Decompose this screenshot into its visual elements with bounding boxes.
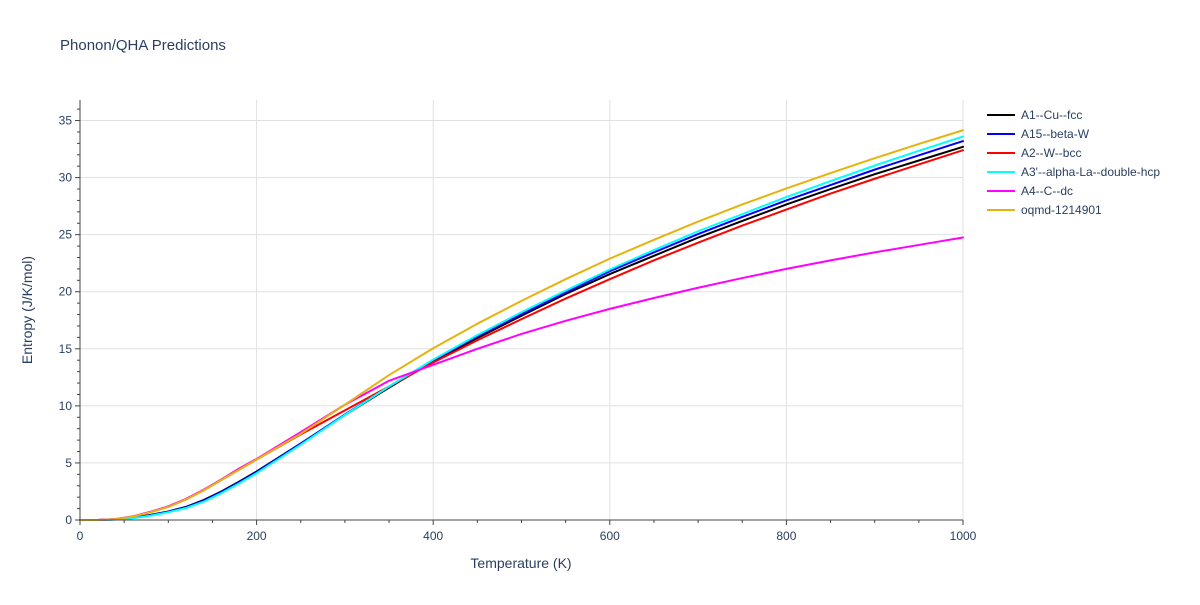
y-tick-label: 20 <box>59 285 73 299</box>
series-line-6[interactable] <box>79 129 964 521</box>
chart-title: Phonon/QHA Predictions <box>60 37 226 54</box>
x-tick-label: 800 <box>776 529 796 543</box>
y-tick-label: 15 <box>59 342 73 356</box>
legend-item[interactable]: oqmd-1214901 <box>987 203 1102 217</box>
legend-item[interactable]: A1--Cu--fcc <box>987 108 1082 122</box>
y-axis-title: Entropy (J/K/mol) <box>19 256 35 364</box>
axes: 0 200 400 600 800 1000 0 5 10 15 20 25 30 35 <box>59 100 977 543</box>
y-tick-label: 10 <box>59 399 73 413</box>
legend-item[interactable]: A15--beta-W <box>987 127 1090 141</box>
x-tick-label: 200 <box>247 529 267 543</box>
y-tick-label: 5 <box>65 456 72 470</box>
x-tick-label: 1000 <box>950 529 977 543</box>
x-axis-title: Temperature (K) <box>470 555 571 571</box>
series-line-4[interactable] <box>79 135 964 521</box>
legend-label: A1--Cu--fcc <box>1021 108 1082 122</box>
legend-item[interactable]: A4--C--dc <box>987 184 1073 198</box>
x-tick-label: 400 <box>423 529 443 543</box>
plot-area[interactable] <box>79 129 964 521</box>
y-tick-label: 35 <box>59 114 73 128</box>
legend-item[interactable]: A3'--alpha-La--double-hcp <box>987 165 1160 179</box>
grid <box>80 100 964 520</box>
series-line-5[interactable] <box>79 236 964 521</box>
legend-label: A4--C--dc <box>1021 184 1073 198</box>
series-line-3[interactable] <box>79 149 964 521</box>
y-tick-label: 0 <box>65 513 72 527</box>
x-tick-label: 600 <box>600 529 620 543</box>
legend-label: oqmd-1214901 <box>1021 203 1102 217</box>
legend: A1--Cu--fcc A15--beta-W A2--W--bcc A3'--alp… <box>987 108 1160 217</box>
legend-label: A2--W--bcc <box>1021 146 1081 160</box>
legend-label: A3'--alpha-La--double-hcp <box>1021 165 1160 179</box>
y-tick-label: 30 <box>59 171 73 185</box>
legend-label: A15--beta-W <box>1021 127 1090 141</box>
y-tick-label: 25 <box>59 228 73 242</box>
x-tick-label: 0 <box>77 529 84 543</box>
legend-item[interactable]: A2--W--bcc <box>987 146 1081 160</box>
